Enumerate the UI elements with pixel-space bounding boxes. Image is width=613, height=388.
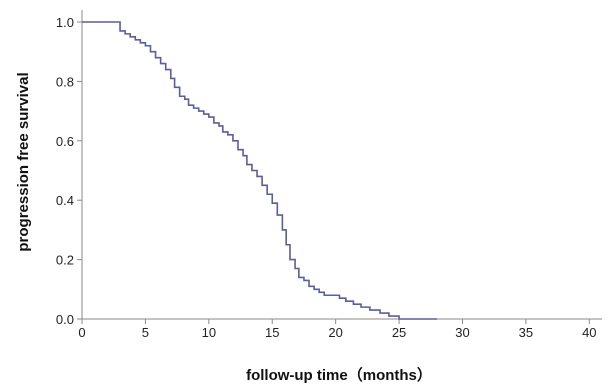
x-axis-title: follow-up time（months）	[246, 366, 432, 384]
x-tick-label: 20	[328, 325, 342, 340]
y-tick-label: 1.0	[56, 15, 74, 30]
survival-curve	[82, 21, 438, 320]
x-axis-ticks: 0 5 10 15 20 25 30 35 40	[78, 319, 597, 340]
x-tick-label: 35	[519, 325, 533, 340]
x-tick-label: 15	[265, 325, 279, 340]
y-axis-title: progression free survival	[15, 72, 32, 251]
x-tick-label: 25	[392, 325, 406, 340]
x-tick-label: 10	[202, 325, 216, 340]
x-tick-label: 0	[78, 325, 85, 340]
x-tick-label: 40	[582, 325, 596, 340]
y-tick-label: 0.0	[56, 312, 74, 327]
series-layer	[82, 21, 438, 320]
y-axis-ticks: 0.0 0.2 0.4 0.6 0.8 1.0	[56, 15, 82, 327]
plot-frame	[81, 10, 602, 320]
y-tick-label: 0.8	[56, 74, 74, 89]
y-tick-label: 0.4	[56, 193, 74, 208]
y-tick-label: 0.6	[56, 134, 74, 149]
x-tick-label: 5	[142, 325, 149, 340]
y-tick-label: 0.2	[56, 253, 74, 268]
x-tick-label: 30	[455, 325, 469, 340]
